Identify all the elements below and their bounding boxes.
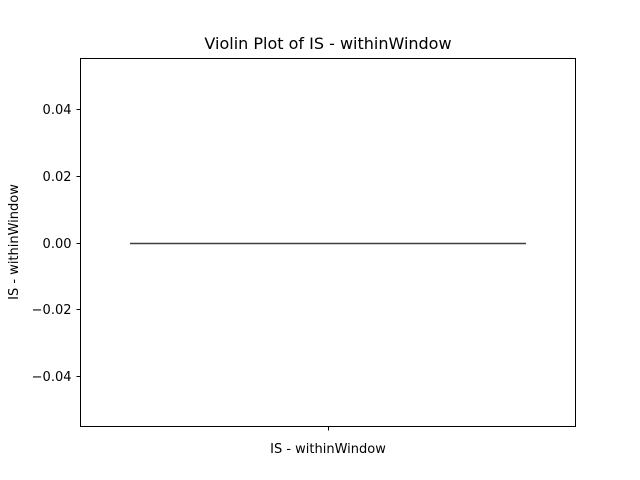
y-tick-label: 0.00 [43,237,72,252]
x-axis-label: IS - withinWindow [270,442,386,457]
y-tick-label: 0.04 [43,103,72,118]
y-tick-label: −0.02 [32,303,72,318]
y-tick-label: 0.02 [43,170,72,185]
y-axis-ticks: −0.04 −0.02 0.00 0.02 0.04 [32,103,81,385]
chart-title: Violin Plot of IS - withinWindow [204,34,451,53]
y-tick-label: −0.04 [32,370,72,385]
y-axis-label: IS - withinWindow [7,184,22,300]
plot-area-frame [80,58,576,427]
